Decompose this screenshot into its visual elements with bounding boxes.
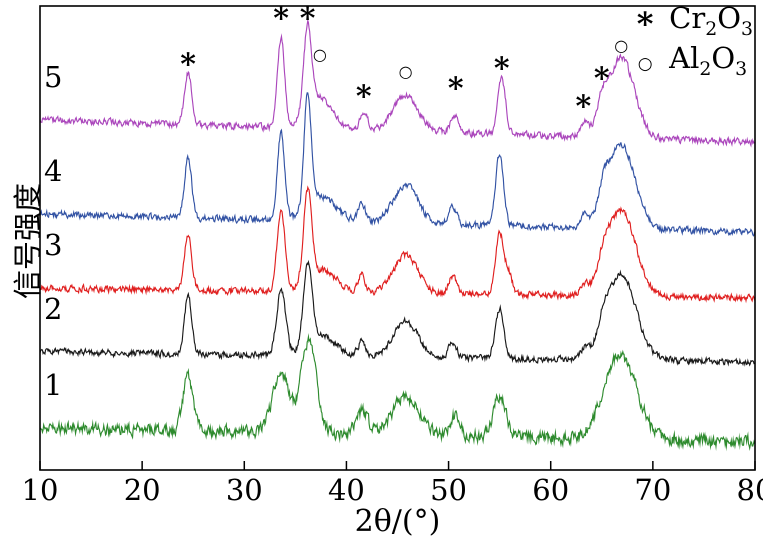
x-axis-label: 2θ/(°): [354, 504, 441, 539]
legend-item-cr2o3: * Cr2O3: [633, 1, 753, 44]
legend: * Cr2O3 ○ Al2O3: [633, 1, 753, 84]
legend-label-al2o3: Al2O3: [669, 41, 748, 80]
asterisk-marker-icon: *: [636, 5, 654, 43]
legend-label-cr2o3: Cr2O3: [669, 1, 753, 40]
y-axis-label: 信号强度: [11, 183, 45, 300]
legend-item-al2o3: ○ Al2O3: [633, 41, 753, 84]
circle-marker-icon: ○: [637, 54, 653, 74]
